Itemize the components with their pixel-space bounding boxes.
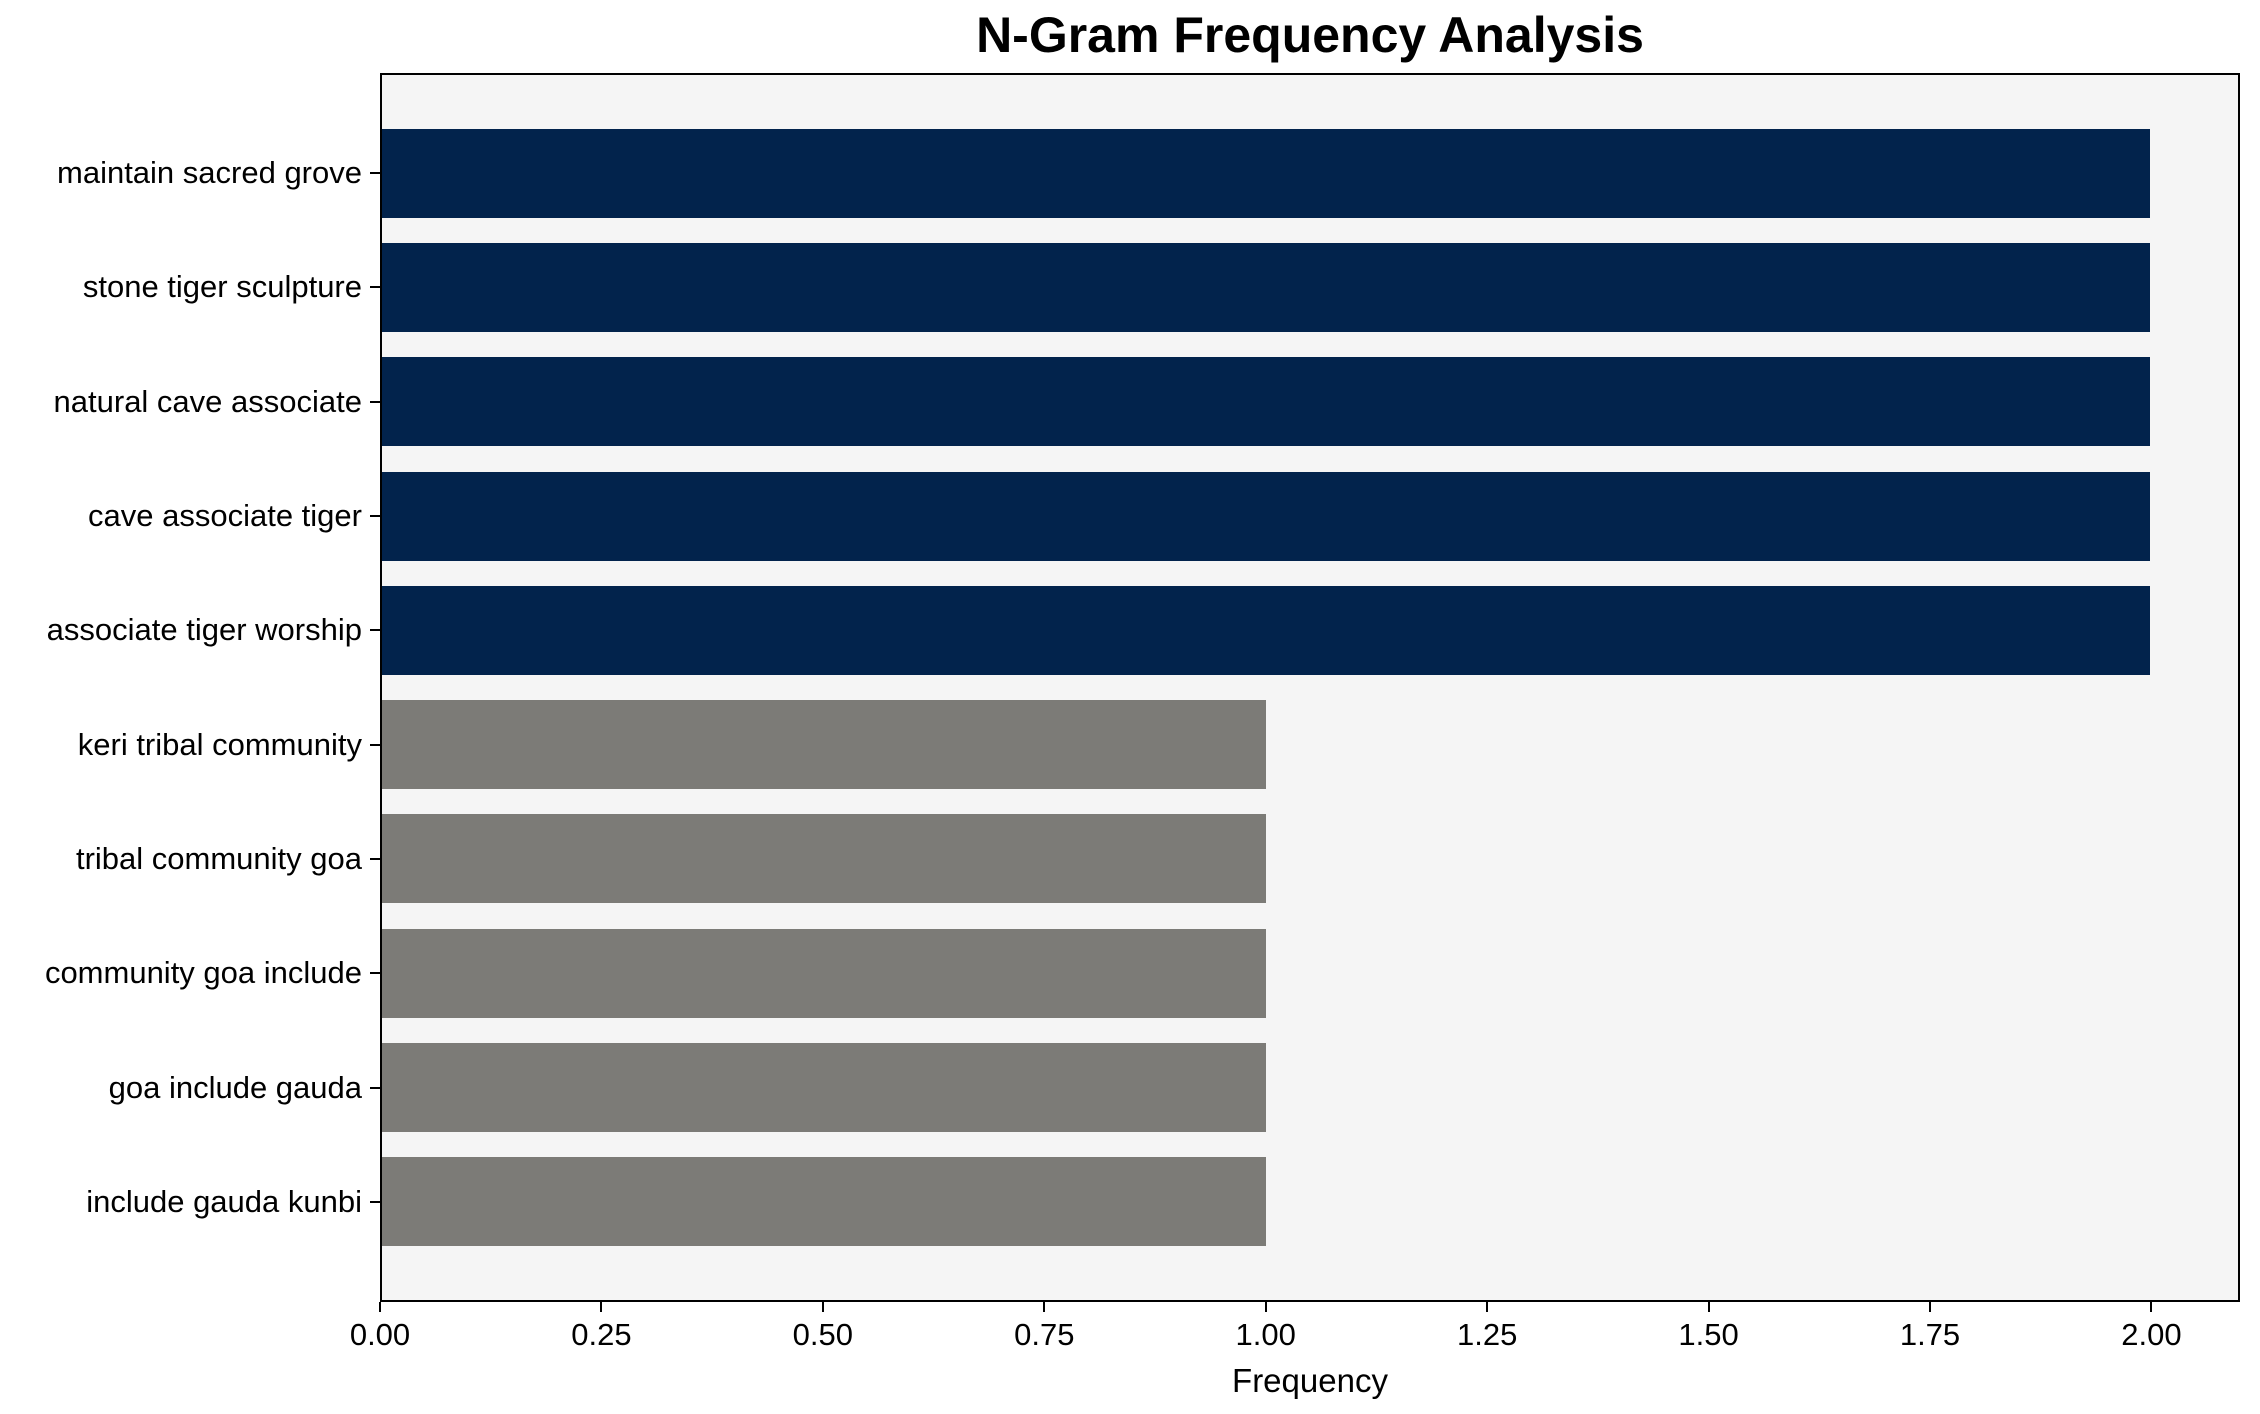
y-tick-label: associate tiger worship bbox=[46, 612, 362, 648]
plot-area bbox=[380, 73, 2240, 1302]
y-tick-mark bbox=[370, 857, 380, 860]
y-tick-mark bbox=[370, 629, 380, 632]
y-tick-mark bbox=[370, 400, 380, 403]
x-tick-label: 1.50 bbox=[1678, 1317, 1739, 1352]
x-tick-mark bbox=[379, 1302, 381, 1312]
x-tick-mark bbox=[1707, 1302, 1710, 1312]
y-tick-label: keri tribal community bbox=[77, 726, 362, 762]
bar-community-goa-include bbox=[382, 928, 1266, 1018]
bar-cave-associate-tiger bbox=[382, 471, 2150, 561]
x-tick-label: 1.00 bbox=[1235, 1317, 1296, 1352]
y-tick-label: cave associate tiger bbox=[88, 498, 362, 534]
x-tick-mark bbox=[600, 1302, 603, 1312]
bar-associate-tiger-worship bbox=[382, 585, 2150, 675]
bar-maintain-sacred-grove bbox=[382, 128, 2150, 218]
y-tick-label: natural cave associate bbox=[53, 383, 362, 419]
x-tick-mark bbox=[1929, 1302, 1931, 1312]
y-tick-label: goa include gauda bbox=[108, 1069, 362, 1105]
y-tick-mark bbox=[370, 743, 380, 746]
y-tick-label: maintain sacred grove bbox=[57, 155, 362, 191]
x-tick-label: 2.00 bbox=[2121, 1317, 2182, 1352]
bar-goa-include-gauda bbox=[382, 1043, 1266, 1133]
y-tick-mark bbox=[370, 286, 380, 289]
y-tick-label: stone tiger sculpture bbox=[82, 269, 362, 305]
y-tick-mark bbox=[370, 1200, 380, 1203]
bar-stone-tiger-sculpture bbox=[382, 242, 2150, 332]
x-tick-mark bbox=[821, 1302, 824, 1312]
bar-natural-cave-associate bbox=[382, 357, 2150, 447]
y-tick-label: tribal community goa bbox=[75, 840, 362, 876]
x-tick-mark bbox=[1486, 1302, 1489, 1312]
x-tick-mark bbox=[1264, 1302, 1267, 1312]
y-tick-label: include gauda kunbi bbox=[86, 1183, 362, 1219]
bars-container bbox=[382, 75, 2238, 1300]
x-tick-label: 0.50 bbox=[792, 1317, 854, 1352]
x-tick-label: 1.75 bbox=[1899, 1317, 1961, 1352]
x-tick-mark bbox=[2150, 1302, 2153, 1312]
bar-tribal-community-goa bbox=[382, 814, 1266, 904]
bar-include-gauda-kunbi bbox=[382, 1157, 1266, 1247]
x-tick-mark bbox=[1043, 1302, 1046, 1312]
x-tick-label: 1.25 bbox=[1456, 1317, 1518, 1352]
x-tick-label: 0.00 bbox=[349, 1317, 411, 1352]
x-tick-label: 0.75 bbox=[1014, 1317, 1075, 1352]
y-tick-mark bbox=[370, 1086, 380, 1089]
chart-title: N-Gram Frequency Analysis bbox=[976, 7, 1644, 63]
y-tick-mark bbox=[370, 515, 380, 518]
y-tick-label: community goa include bbox=[44, 955, 362, 991]
x-tick-label: 0.25 bbox=[571, 1317, 632, 1352]
y-tick-mark bbox=[370, 172, 380, 175]
y-tick-mark bbox=[370, 972, 380, 975]
bar-keri-tribal-community bbox=[382, 700, 1266, 790]
x-axis-label: Frequency bbox=[1232, 1362, 1388, 1399]
